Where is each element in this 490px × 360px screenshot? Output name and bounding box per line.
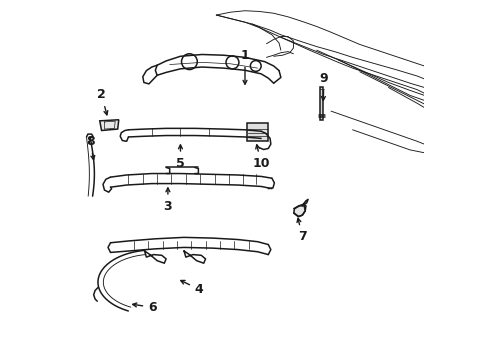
Text: 7: 7 xyxy=(297,218,307,243)
Text: 8: 8 xyxy=(86,135,95,159)
Text: 3: 3 xyxy=(164,188,172,213)
Text: 1: 1 xyxy=(241,49,249,84)
Text: 6: 6 xyxy=(133,301,157,314)
Text: 2: 2 xyxy=(97,88,108,115)
Text: 5: 5 xyxy=(176,145,185,170)
Polygon shape xyxy=(320,87,323,120)
Text: 9: 9 xyxy=(319,72,328,100)
Polygon shape xyxy=(100,120,119,131)
Polygon shape xyxy=(294,206,305,217)
Text: 10: 10 xyxy=(252,145,270,170)
Text: 4: 4 xyxy=(181,280,203,296)
FancyBboxPatch shape xyxy=(247,123,269,140)
